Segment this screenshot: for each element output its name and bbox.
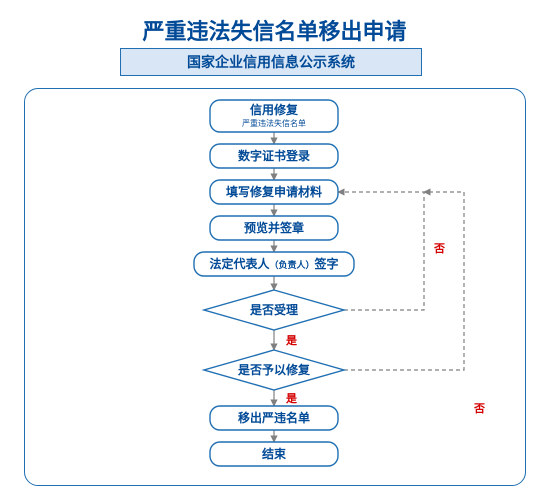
edge-label-no: 否 [433, 242, 445, 255]
node-label: 预览并签章 [244, 220, 304, 235]
node-label: 移出严违名单 [238, 410, 310, 425]
subtitle-box: 国家企业信用信息公示系统 [120, 48, 422, 76]
decision-label: 是否予以修复 [237, 362, 311, 377]
node-label: 结束 [262, 446, 287, 461]
edge-label-yes: 是 [285, 334, 298, 347]
flowchart: 是是否否信用修复严重违法失信名单数字证书登录填写修复申请材料预览并签章法定代表人… [24, 88, 526, 491]
edge-label-yes: 是 [285, 392, 298, 405]
feedback-edge [344, 192, 464, 370]
decision-label: 是否受理 [249, 302, 298, 317]
node-label: 数字证书登录 [238, 148, 310, 163]
page-title: 严重违法失信名单移出申请 [0, 14, 549, 46]
node-sublabel: 严重违法失信名单 [242, 118, 306, 128]
node-label: 填写修复申请材料 [226, 184, 322, 199]
edge-label-no: 否 [473, 402, 485, 415]
page: 严重违法失信名单移出申请 国家企业信用信息公示系统 是是否否信用修复严重违法失信… [0, 0, 549, 500]
feedback-edge [338, 192, 424, 310]
node-label: 信用修复 [250, 102, 299, 117]
